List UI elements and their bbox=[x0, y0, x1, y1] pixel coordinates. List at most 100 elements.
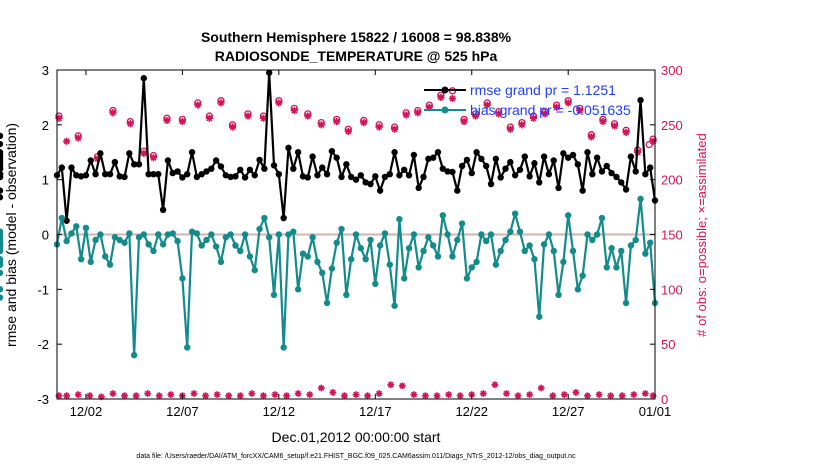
rmse-point-122 bbox=[642, 170, 649, 178]
rmse-point-64 bbox=[362, 179, 369, 186]
y-axis-label: rmse and bias (model - observation) bbox=[3, 123, 19, 347]
bias-point-77 bbox=[425, 234, 432, 241]
rmse-point-77 bbox=[425, 155, 432, 163]
rmse-point-63 bbox=[357, 172, 365, 179]
y-tick-label-3: 0 bbox=[42, 228, 49, 243]
bias-point-79 bbox=[434, 253, 442, 260]
bias-point-33 bbox=[212, 243, 220, 250]
obs-assimilated-marker-19 bbox=[317, 121, 325, 129]
rmse-point-34 bbox=[217, 163, 225, 170]
rmse-point-5 bbox=[77, 173, 85, 180]
rmse-point-97 bbox=[521, 153, 528, 160]
rmse-point-36 bbox=[227, 173, 234, 181]
rmse-point-61 bbox=[347, 173, 355, 181]
obs-assimilated-marker-46 bbox=[649, 137, 657, 145]
rmse-point-58 bbox=[333, 154, 340, 161]
bias-point-90 bbox=[487, 231, 495, 238]
bias-point-7 bbox=[87, 258, 94, 266]
obs-assimilated-marker-0 bbox=[55, 114, 63, 122]
obs-lower-marker-15 bbox=[225, 392, 233, 400]
bias-point-98 bbox=[526, 242, 533, 249]
rmse-point-11 bbox=[106, 170, 114, 178]
obs-assimilated-marker-24 bbox=[390, 125, 399, 133]
bias-point-96 bbox=[516, 228, 524, 235]
bias-point-140 bbox=[0, 247, 4, 255]
rmse-point-12 bbox=[111, 158, 119, 166]
rmse-point-27 bbox=[184, 170, 191, 178]
rmse-point-48 bbox=[285, 144, 292, 152]
rmse-point-117 bbox=[618, 179, 625, 186]
legend-rmse-label: rmse grand pr = 1.1251 bbox=[470, 82, 616, 98]
bias-point-94 bbox=[507, 228, 514, 235]
rmse-point-87 bbox=[473, 149, 480, 156]
bias-point-34 bbox=[217, 258, 225, 266]
bias-point-111 bbox=[589, 236, 596, 244]
rmse-point-47 bbox=[280, 214, 287, 222]
rmse-point-23 bbox=[164, 157, 172, 164]
legend-bias-marker bbox=[441, 106, 449, 114]
bias-point-133 bbox=[0, 269, 4, 277]
obs-assimilated-marker-1 bbox=[63, 137, 71, 145]
y2-tick-label-4: 200 bbox=[661, 173, 683, 188]
rmse-point-74 bbox=[410, 151, 418, 159]
bias-point-18 bbox=[140, 231, 148, 238]
rmse-point-7 bbox=[87, 157, 94, 164]
obs-assimilated-marker-17 bbox=[290, 106, 298, 115]
bias-point-22 bbox=[159, 241, 167, 248]
rmse-point-53 bbox=[309, 153, 316, 160]
rmse-point-20 bbox=[150, 170, 157, 178]
bias-point-109 bbox=[579, 272, 586, 279]
obs-assimilated-marker-7 bbox=[149, 154, 158, 162]
bias-point-38 bbox=[237, 247, 244, 255]
bias-point-4 bbox=[73, 223, 80, 230]
bias-point-120 bbox=[632, 236, 639, 244]
obs-lower-marker-16 bbox=[236, 392, 244, 400]
bias-point-66 bbox=[372, 280, 379, 288]
bias-point-67 bbox=[376, 242, 384, 249]
obs-lower-marker-2 bbox=[74, 391, 82, 399]
obs-assimilated-marker-8 bbox=[163, 116, 171, 125]
obs-lower-marker-30 bbox=[398, 382, 406, 390]
bias-point-107 bbox=[569, 247, 577, 255]
obs-assimilated-marker-5 bbox=[126, 120, 134, 128]
obs-lower-marker-14 bbox=[213, 391, 221, 399]
obs-assimilated-marker-16 bbox=[275, 99, 283, 107]
rmse-point-137 bbox=[0, 187, 4, 194]
chart-title: Southern Hemisphere 15822 / 16008 = 98.8… bbox=[201, 29, 512, 45]
rmse-point-100 bbox=[536, 179, 543, 186]
rmse-point-92 bbox=[497, 174, 504, 181]
bias-point-48 bbox=[285, 231, 292, 238]
rmse-point-125 bbox=[0, 140, 4, 148]
rmse-point-26 bbox=[179, 174, 186, 181]
rmse-point-59 bbox=[338, 173, 345, 181]
obs-assimilated-marker-23 bbox=[375, 123, 383, 131]
bias-point-143 bbox=[0, 231, 4, 238]
bias-point-35 bbox=[222, 234, 229, 241]
rmse-point-39 bbox=[241, 174, 249, 181]
y2-axis-label: # of obs: o=possible; ×=assimilated bbox=[694, 133, 709, 336]
bias-point-45 bbox=[270, 291, 278, 299]
obs-lower-marker-41 bbox=[526, 391, 534, 399]
y-tick-label-6: 3 bbox=[42, 63, 49, 78]
obs-lower-marker-32 bbox=[422, 392, 429, 400]
bias-point-103 bbox=[550, 247, 557, 255]
obs-lower-marker-45 bbox=[572, 389, 580, 396]
rmse-point-62 bbox=[352, 176, 360, 183]
obs-lower-marker-0 bbox=[55, 392, 63, 400]
rmse-point-15 bbox=[126, 150, 133, 157]
bias-point-119 bbox=[627, 242, 635, 249]
rmse-point-38 bbox=[237, 166, 244, 173]
obs-lower-marker-49 bbox=[618, 392, 626, 400]
bias-point-58 bbox=[333, 239, 340, 246]
rmse-point-42 bbox=[256, 156, 263, 164]
rmse-point-37 bbox=[232, 173, 239, 180]
rmse-point-115 bbox=[608, 169, 615, 177]
obs-assimilated-marker-28 bbox=[437, 93, 445, 102]
bias-point-122 bbox=[642, 250, 649, 257]
bias-point-2 bbox=[63, 237, 70, 245]
rmse-point-116 bbox=[613, 173, 620, 181]
rmse-point-68 bbox=[381, 173, 389, 181]
rmse-point-46 bbox=[275, 170, 283, 178]
bias-point-23 bbox=[164, 231, 172, 238]
bias-point-49 bbox=[290, 228, 297, 235]
